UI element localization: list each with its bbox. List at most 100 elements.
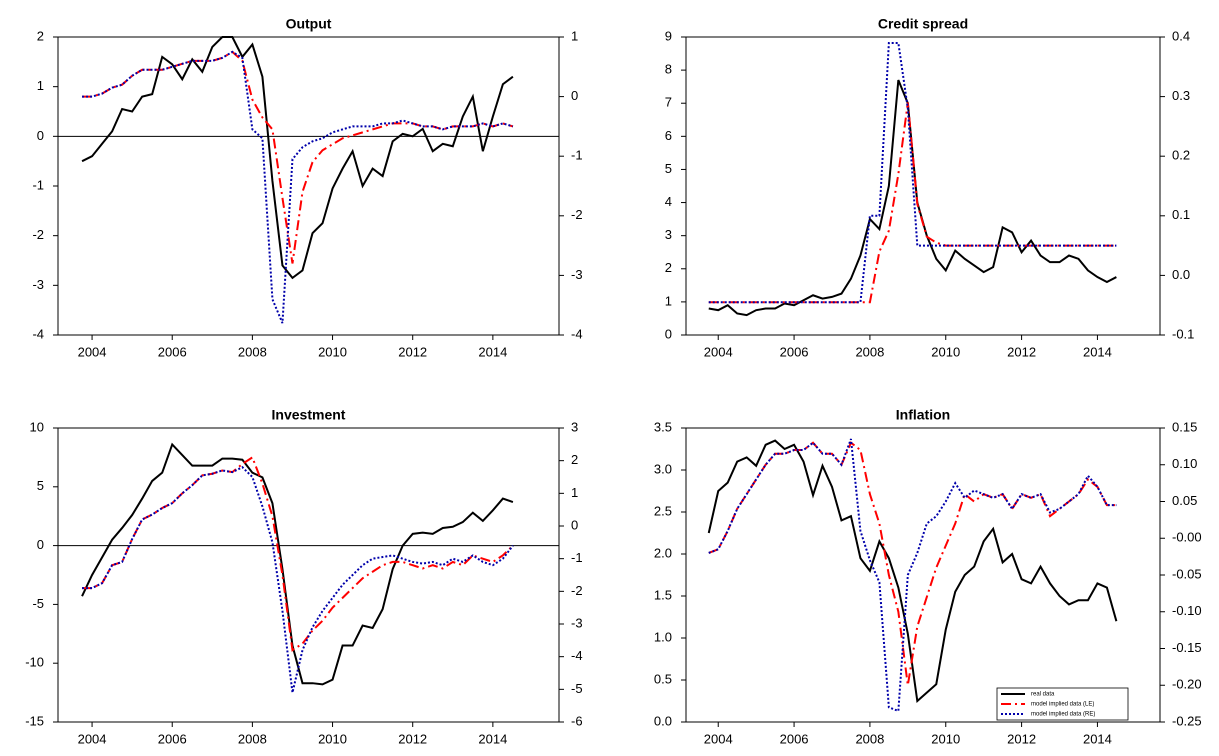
y-tick-label: 1 bbox=[37, 78, 44, 93]
series-line bbox=[708, 41, 1117, 304]
y2-tick-label: -3 bbox=[571, 267, 583, 282]
y2-tick-label: -1 bbox=[571, 148, 583, 163]
y2-tick-label: -0.15 bbox=[1172, 640, 1202, 655]
y2-tick-label: 0.3 bbox=[1172, 88, 1190, 103]
x-tick-label: 2006 bbox=[780, 344, 809, 359]
x-tick-label: 2008 bbox=[238, 344, 267, 359]
y2-tick-label: 0.1 bbox=[1172, 207, 1190, 222]
y2-tick-label: 1 bbox=[571, 28, 578, 43]
plot-frame bbox=[57, 427, 560, 723]
series-line bbox=[81, 442, 514, 686]
plot-frame bbox=[685, 427, 1161, 723]
y2-tick-label: -2 bbox=[571, 583, 583, 598]
y-tick-label: 2.5 bbox=[654, 503, 672, 518]
series-line bbox=[82, 50, 514, 264]
x-tick-label: 2012 bbox=[1007, 731, 1036, 746]
y-tick-label: -1 bbox=[32, 177, 44, 192]
y-tick-label: 5 bbox=[37, 478, 44, 493]
y-tick-label: 2 bbox=[37, 28, 44, 43]
y2-tick-label: 0.15 bbox=[1172, 419, 1197, 434]
y-tick-label: 8 bbox=[665, 62, 672, 77]
x-tick-label: 2014 bbox=[1083, 731, 1112, 746]
y-tick-label: 0.5 bbox=[654, 671, 672, 686]
panel: Inflation 0.0 0.5 1.0 1.5 2.0 2.5 3.0 3.5 -0.25 -0… bbox=[654, 407, 1202, 747]
x-tick-label: 2010 bbox=[931, 344, 960, 359]
y2-tick-label: -0.25 bbox=[1172, 713, 1202, 728]
y-tick-label: -15 bbox=[25, 713, 44, 728]
panel-title: Output bbox=[286, 16, 332, 32]
panel-title: Inflation bbox=[896, 407, 950, 423]
x-tick-label: 2014 bbox=[478, 344, 507, 359]
x-tick-label: 2014 bbox=[478, 731, 507, 746]
panel-title: Credit spread bbox=[878, 16, 968, 32]
y2-tick-label: -0.05 bbox=[1172, 566, 1202, 581]
x-tick-label: 2008 bbox=[238, 731, 267, 746]
legend-label: model implied data (RE) bbox=[1031, 712, 1095, 718]
series-line bbox=[708, 438, 1117, 713]
y-tick-label: 6 bbox=[665, 128, 672, 143]
y-tick-label: -5 bbox=[32, 596, 44, 611]
y2-tick-label: 0.2 bbox=[1172, 148, 1190, 163]
y-tick-label: 7 bbox=[665, 95, 672, 110]
y2-tick-label: 2 bbox=[571, 452, 578, 467]
y-tick-label: 5 bbox=[665, 161, 672, 176]
y2-tick-label: -0.1 bbox=[1172, 326, 1194, 341]
y2-tick-label: -3 bbox=[571, 615, 583, 630]
y-tick-label: 1.5 bbox=[654, 587, 672, 602]
y2-tick-label: 0.4 bbox=[1172, 28, 1190, 43]
series-line bbox=[82, 455, 514, 652]
y-tick-label: 0.0 bbox=[654, 713, 672, 728]
y2-tick-label: -0.20 bbox=[1172, 677, 1202, 692]
y-tick-label: 3.0 bbox=[654, 461, 672, 476]
y-tick-label: -4 bbox=[32, 326, 44, 341]
y2-tick-label: -0.00 bbox=[1172, 530, 1202, 545]
series-line bbox=[82, 465, 514, 693]
plot-frame bbox=[57, 36, 560, 336]
panel: Credit spread 0 1 2 3 4 5 6 7 8 9 -0.1 0.0 0.1 0.2 0.3 0… bbox=[665, 16, 1195, 360]
series-line bbox=[708, 441, 1117, 686]
y2-tick-label: -6 bbox=[571, 713, 583, 728]
y-tick-label: 2 bbox=[665, 260, 672, 275]
x-tick-label: 2004 bbox=[704, 344, 733, 359]
x-tick-label: 2010 bbox=[318, 731, 347, 746]
y2-tick-label: -2 bbox=[571, 207, 583, 222]
x-tick-label: 2012 bbox=[398, 344, 427, 359]
plot-frame bbox=[685, 36, 1161, 336]
y2-tick-label: 0.10 bbox=[1172, 456, 1197, 471]
x-tick-label: 2006 bbox=[780, 731, 809, 746]
x-tick-label: 2012 bbox=[398, 731, 427, 746]
y2-tick-label: 0 bbox=[571, 517, 578, 532]
x-tick-label: 2010 bbox=[318, 344, 347, 359]
y-tick-label: 2.0 bbox=[654, 545, 672, 560]
y2-tick-label: -4 bbox=[571, 648, 583, 663]
x-tick-label: 2004 bbox=[78, 344, 107, 359]
y-tick-label: -2 bbox=[32, 227, 44, 242]
series-line bbox=[82, 50, 514, 324]
y-tick-label: 1 bbox=[665, 293, 672, 308]
x-tick-label: 2008 bbox=[855, 344, 884, 359]
x-tick-label: 2012 bbox=[1007, 344, 1036, 359]
y2-tick-label: 3 bbox=[571, 419, 578, 434]
y-tick-label: -3 bbox=[32, 277, 44, 292]
series-line bbox=[81, 36, 514, 280]
legend-label: model implied data (LE) bbox=[1031, 702, 1094, 708]
y2-tick-label: -4 bbox=[571, 326, 583, 341]
y-tick-label: 4 bbox=[665, 194, 672, 209]
series-line bbox=[707, 439, 1118, 703]
x-tick-label: 2014 bbox=[1083, 344, 1112, 359]
y-tick-label: -10 bbox=[25, 655, 44, 670]
y2-tick-label: -5 bbox=[571, 681, 583, 696]
y2-tick-label: -1 bbox=[571, 550, 583, 565]
legend-label: real data bbox=[1031, 692, 1055, 698]
x-tick-label: 2006 bbox=[158, 731, 187, 746]
y-tick-label: 1.0 bbox=[654, 629, 672, 644]
panel: Output -4 -3 -2 -1 0 1 2 -4 -3 -2 -1 0 1 2004 2006 2008 2… bbox=[32, 16, 582, 360]
x-tick-label: 2010 bbox=[931, 731, 960, 746]
y-tick-label: 3 bbox=[665, 227, 672, 242]
panel-title: Investment bbox=[272, 407, 346, 423]
series-line bbox=[708, 79, 1117, 317]
legend: real data model implied data (LE) model im… bbox=[996, 687, 1129, 721]
y2-tick-label: 0 bbox=[571, 88, 578, 103]
y2-tick-label: 0.05 bbox=[1172, 493, 1197, 508]
